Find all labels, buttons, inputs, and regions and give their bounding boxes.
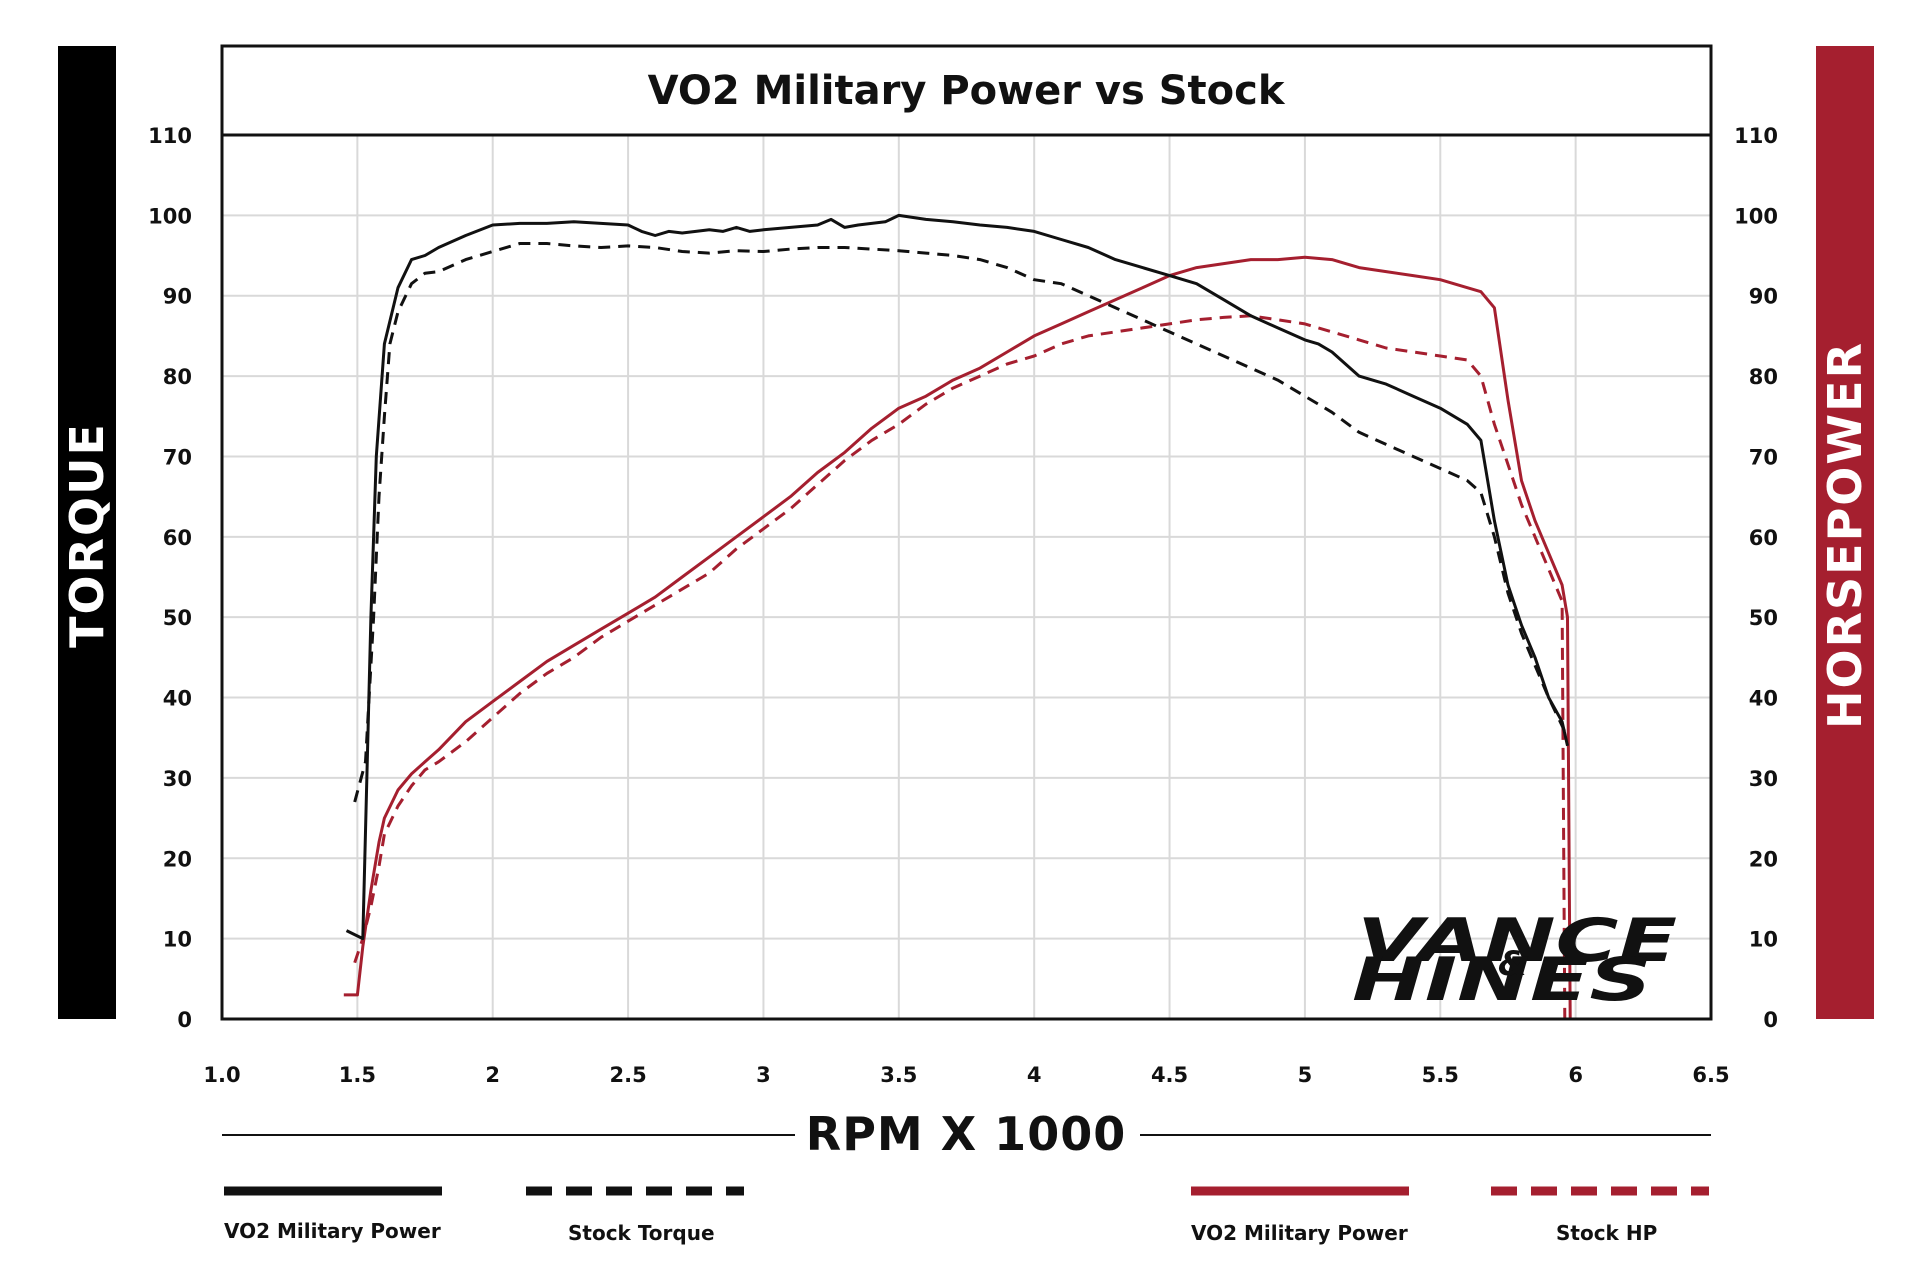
- x-tick-label: 6: [1568, 1063, 1583, 1087]
- torque-axis-title: TORQUE: [60, 422, 114, 648]
- logo-line-1: VANCE: [1357, 906, 1677, 976]
- x-axis: 1.0 1.5 2 2.5 3 3.5 4 4.5 5 5.5 6 6.5: [203, 1063, 1729, 1087]
- legend-label-vo2-torque: VO2 Military Power: [224, 1219, 441, 1243]
- x-tick-label: 5.5: [1422, 1063, 1459, 1087]
- legend-label-vo2-hp: VO2 Military Power: [1191, 1221, 1408, 1245]
- legend: VO2 Military Power Stock Torque VO2 Mili…: [224, 1186, 1709, 1245]
- y-tick-left: 10: [163, 928, 192, 952]
- y-tick-right: 70: [1749, 445, 1778, 469]
- y-tick-right: 80: [1749, 365, 1778, 389]
- vance-hines-logo: VANCE HINES &: [1352, 906, 1677, 1015]
- y-tick-right: 90: [1749, 285, 1778, 309]
- y-tick-right: 20: [1749, 847, 1778, 871]
- y-axis-right: 0 10 20 30 40 50 60 70 80 90 100 110: [1734, 124, 1778, 1032]
- logo-ampersand: &: [1498, 944, 1528, 984]
- x-tick-label: 1.0: [203, 1063, 240, 1087]
- y-tick-left: 0: [177, 1008, 192, 1032]
- series-layer: [343, 213, 1572, 1020]
- x-tick-label: 3: [756, 1063, 771, 1087]
- logo-line-2: HINES: [1352, 945, 1652, 1015]
- torque-panel: [58, 46, 116, 1019]
- series-line-2: [343, 255, 1572, 1020]
- chart-title: VO2 Military Power vs Stock: [648, 68, 1286, 114]
- x-tick-label: 4: [1027, 1063, 1042, 1087]
- x-tick-label: 1.5: [339, 1063, 376, 1087]
- x-tick-label: 2: [485, 1063, 500, 1087]
- y-tick-left: 40: [163, 687, 192, 711]
- series-line-3: [353, 314, 1567, 1020]
- y-tick-right: 100: [1734, 204, 1778, 228]
- horsepower-axis-title: HORSEPOWER: [1818, 341, 1872, 729]
- y-tick-left: 90: [163, 285, 192, 309]
- y-tick-left: 100: [148, 204, 192, 228]
- series-line-1: [353, 242, 1569, 803]
- plot-frame: [220, 133, 1713, 1021]
- legend-label-stock-torque: Stock Torque: [568, 1221, 715, 1245]
- y-tick-left: 110: [148, 124, 192, 148]
- x-tick-label: 6.5: [1692, 1063, 1729, 1087]
- y-tick-right: 60: [1749, 526, 1778, 550]
- x-tick-label: 5: [1298, 1063, 1313, 1087]
- y-tick-right: 40: [1749, 687, 1778, 711]
- y-tick-left: 50: [163, 606, 192, 630]
- y-tick-right: 50: [1749, 606, 1778, 630]
- y-tick-left: 80: [163, 365, 192, 389]
- series-line-0: [345, 213, 1569, 941]
- y-tick-left: 20: [163, 847, 192, 871]
- y-tick-left: 30: [163, 767, 192, 791]
- y-tick-right: 110: [1734, 124, 1778, 148]
- x-tick-label: 2.5: [609, 1063, 646, 1087]
- y-tick-right: 10: [1749, 928, 1778, 952]
- x-tick-label: 3.5: [880, 1063, 917, 1087]
- legend-label-stock-hp: Stock HP: [1556, 1221, 1657, 1245]
- x-axis-title: RPM X 1000: [806, 1107, 1126, 1161]
- y-tick-left: 70: [163, 445, 192, 469]
- horsepower-panel: [1816, 46, 1874, 1019]
- y-tick-left: 60: [163, 526, 192, 550]
- x-tick-label: 4.5: [1151, 1063, 1188, 1087]
- y-tick-right: 0: [1763, 1008, 1778, 1032]
- y-axis-left: 0 10 20 30 40 50 60 70 80 90 100 110: [148, 124, 192, 1032]
- y-tick-right: 30: [1749, 767, 1778, 791]
